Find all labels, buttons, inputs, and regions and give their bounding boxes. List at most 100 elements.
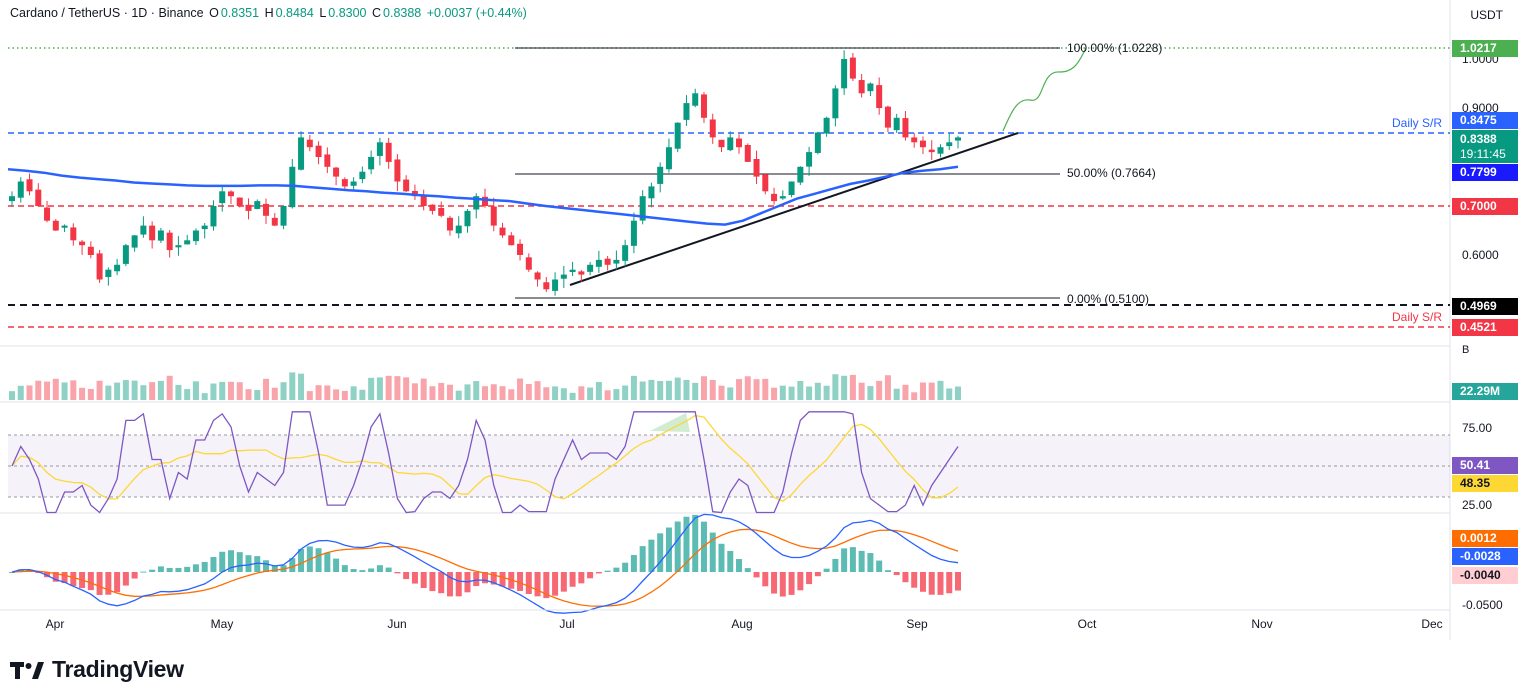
candle-body	[429, 204, 436, 211]
volume-bar	[35, 380, 42, 400]
candle-body	[280, 206, 287, 226]
macd-hist-bar	[482, 572, 488, 584]
macd-hist-bar	[788, 572, 795, 595]
volume-bar	[306, 391, 313, 400]
candlestick-series	[9, 50, 961, 296]
candle-body	[114, 264, 121, 272]
macd-hist-bar	[692, 514, 699, 572]
fib-100-label: 100.00% (1.0228)	[1067, 41, 1163, 55]
volume-bar	[298, 373, 305, 400]
volume-bar	[149, 382, 156, 400]
macd-hist-bar	[17, 569, 24, 572]
volume-bar	[525, 384, 532, 400]
candle-body	[955, 137, 961, 141]
macd-hist-bar	[928, 572, 935, 595]
macd-hist-bar	[858, 550, 865, 572]
volume-bar	[578, 386, 585, 400]
candle-body	[157, 230, 164, 241]
volume-bar	[157, 380, 164, 400]
low-label: L	[319, 6, 327, 20]
macd-hist-bar	[876, 560, 883, 572]
macd-signal-tag: 0.0012	[1452, 530, 1518, 547]
macd-hist-bar	[254, 556, 261, 572]
macd-hist-bar	[192, 564, 199, 572]
volume-bar	[403, 377, 410, 400]
candle-body	[315, 145, 322, 157]
fib-50-label: 50.00% (0.7664)	[1067, 166, 1156, 180]
candle-body	[490, 206, 497, 226]
macd-hist-bar	[210, 557, 217, 572]
volume-bar	[350, 386, 357, 400]
tradingview-logo[interactable]: TradingView	[10, 656, 184, 683]
macd-hist-bar	[227, 550, 234, 572]
macd-hist-bar	[902, 572, 909, 583]
candle-body	[779, 196, 786, 199]
volume-bar	[385, 375, 392, 400]
volume-bar	[263, 378, 270, 400]
volume-bar	[245, 389, 252, 400]
macd-hist-bar	[639, 546, 646, 572]
low-value: 0.8300	[328, 6, 367, 20]
macd-hist-bar	[315, 548, 322, 572]
volume-bar	[105, 385, 112, 400]
volume-bar	[665, 380, 672, 400]
volume-bar	[9, 391, 15, 400]
candle-body	[87, 246, 94, 255]
candle-body	[814, 132, 821, 153]
currency-label[interactable]: USDT	[1470, 8, 1503, 22]
candle-body	[727, 137, 734, 151]
month-label: Jun	[387, 617, 407, 631]
candle-body	[771, 193, 778, 202]
macd-hist-bar	[184, 566, 191, 572]
volume-bar	[70, 380, 77, 400]
candle-body	[744, 144, 751, 162]
macd-hist-bar	[219, 551, 226, 572]
candle-body	[210, 206, 217, 227]
macd-hist-bar	[438, 572, 445, 594]
volume-value-tag: 22.29M	[1452, 383, 1518, 400]
volume-bar	[508, 389, 515, 400]
macd-hist-bar	[324, 552, 331, 572]
macd-axis-label: -0.0500	[1462, 598, 1503, 612]
ascending-trendline[interactable]	[569, 132, 1019, 286]
macd-hist-bar	[105, 572, 112, 595]
candle-body	[131, 235, 138, 248]
candle-body	[657, 166, 664, 184]
macd-hist-bar	[587, 572, 594, 579]
volume-bar	[683, 379, 690, 400]
candle-body	[385, 142, 392, 162]
rsi-ma-value-tag: 48.35	[1452, 475, 1518, 492]
candle-body	[9, 196, 15, 202]
candle-body	[403, 179, 410, 192]
candle-body	[140, 225, 147, 235]
volume-bar	[184, 389, 191, 400]
volume-bar	[87, 388, 94, 400]
macd-hist-bar	[499, 572, 506, 587]
volume-bar	[919, 382, 926, 400]
macd-hist-bar	[569, 572, 576, 587]
volume-bar	[464, 384, 471, 400]
macd-hist-bar	[823, 568, 830, 572]
macd-hist-bar	[446, 572, 453, 597]
candle-body	[245, 204, 252, 211]
macd-hist-bar	[131, 572, 138, 579]
candle-body	[832, 88, 839, 119]
volume-bar	[622, 385, 629, 400]
last-price-tag: 0.8388 19:11:45	[1452, 130, 1518, 163]
volume-bar	[604, 390, 611, 400]
close-label: C	[371, 6, 382, 20]
candle-body	[350, 181, 357, 186]
candle-body	[928, 149, 935, 153]
volume-bar	[744, 376, 751, 400]
volume-bar	[727, 387, 734, 400]
volume-bar	[613, 389, 620, 400]
candle-body	[394, 159, 401, 182]
macd-hist-bar	[893, 572, 900, 576]
rsi-line	[11, 411, 959, 514]
candle-body	[841, 59, 848, 89]
macd-hist-bar	[333, 558, 340, 572]
macd-histogram	[9, 514, 961, 599]
macd-hist-bar	[534, 572, 541, 597]
candle-body	[420, 194, 427, 206]
